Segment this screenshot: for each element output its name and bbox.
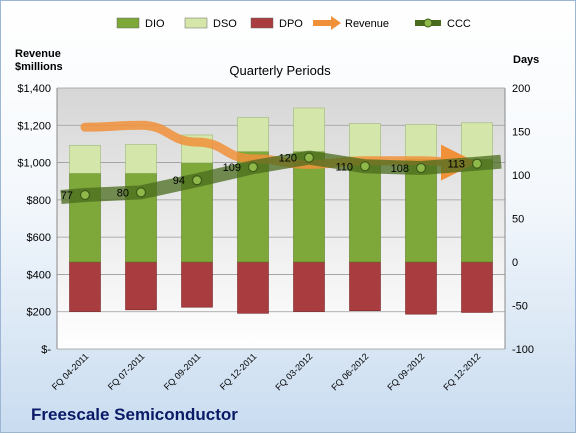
x-tick-label: FQ 09-2011 [162, 351, 203, 392]
dso-bar [69, 145, 101, 174]
ccc-data-label: 109 [223, 162, 241, 174]
legend-label: DPO [279, 18, 303, 30]
ccc-point [135, 187, 147, 198]
dpo-bar [181, 261, 213, 308]
ccc-data-label: 120 [279, 153, 297, 165]
right-axis-ticks: -100 -50 0 50 100 150 200 [512, 83, 534, 356]
left-axis-label-line1: Revenue [15, 48, 61, 60]
dio-bar [461, 159, 493, 263]
dso-bar [125, 144, 157, 174]
right-tick-label: -100 [512, 344, 534, 356]
dpo-bar [349, 261, 381, 312]
dso-bar [237, 117, 269, 152]
left-tick-label: $- [41, 344, 51, 356]
dso-bar [405, 124, 437, 160]
x-tick-label: FQ 09-2012 [385, 351, 426, 392]
ccc-point [471, 158, 483, 169]
left-tick-label: $600 [27, 232, 51, 244]
ccc-series: 77 80 94 109 120 110 108 113 [60, 150, 502, 204]
right-axis-label: Days [513, 54, 539, 66]
ccc-data-label: 77 [61, 190, 73, 202]
ccc-point [247, 162, 259, 173]
dio-bar [405, 159, 437, 263]
left-tick-label: $200 [27, 307, 51, 319]
bars [69, 107, 493, 315]
legend-label: Revenue [345, 18, 389, 30]
dpo-bar [69, 261, 101, 312]
x-tick-label: FQ 04-2011 [50, 351, 91, 392]
dpo-bar [293, 261, 325, 312]
company-name: Freescale Semiconductor [31, 405, 238, 424]
left-tick-label: $800 [27, 195, 51, 207]
left-tick-label: $1,400 [17, 83, 51, 95]
ccc-point [415, 162, 427, 174]
ccc-point [359, 161, 371, 172]
dso-bar [349, 123, 381, 160]
legend-label: CCC [447, 18, 471, 30]
dso-bar [293, 107, 325, 152]
x-tick-label: FQ 07-2011 [106, 351, 147, 392]
x-axis-ticks: FQ 04-2011 FQ 07-2011 FQ 09-2011 FQ 12-2011… [50, 351, 483, 392]
legend-swatch-arrow [331, 16, 341, 30]
ccc-point [303, 152, 315, 163]
right-tick-label: 50 [512, 214, 524, 226]
right-tick-label: 0 [512, 257, 518, 269]
left-tick-label: $400 [27, 269, 51, 281]
ccc-data-label: 108 [391, 163, 409, 175]
legend-label: DSO [213, 18, 237, 30]
ccc-line [60, 150, 502, 204]
legend-swatch [250, 17, 274, 29]
ccc-data-label: 94 [173, 175, 185, 187]
dso-bar [461, 122, 493, 160]
ccc-data-label: 113 [447, 159, 465, 171]
left-axis-label-line2: $millions [15, 61, 63, 73]
chart-title: Quarterly Periods [229, 63, 331, 78]
dpo-bar [125, 261, 157, 311]
x-tick-label: FQ 12-2012 [441, 351, 482, 392]
left-tick-label: $1,200 [17, 120, 51, 132]
legend-swatch [184, 17, 208, 29]
dpo-bar [237, 261, 269, 314]
legend-swatch-marker [423, 18, 433, 28]
right-tick-label: 150 [512, 127, 530, 139]
ccc-data-label: 110 [335, 161, 353, 173]
ccc-point [79, 189, 91, 201]
dio-bar [69, 172, 101, 263]
x-tick-label: FQ 06-2012 [329, 351, 370, 392]
dpo-bar [405, 261, 437, 315]
legend-swatch [116, 17, 140, 29]
x-tick-label: FQ 03-2012 [273, 351, 314, 392]
left-axis-ticks: $- $200 $400 $600 $800 $1,000 $1,200 $1,400 [17, 83, 51, 356]
ccc-point [191, 175, 203, 186]
legend-label: DIO [145, 18, 165, 30]
dio-bar [293, 151, 325, 263]
legend: DIO DSO DPO Revenue CCC [116, 16, 471, 30]
left-tick-label: $1,000 [17, 158, 51, 170]
right-tick-label: 200 [512, 83, 530, 95]
dio-bar [349, 159, 381, 263]
dpo-bar [461, 261, 493, 313]
right-tick-label: 100 [512, 170, 530, 182]
right-tick-label: -50 [512, 301, 528, 313]
ccc-data-label: 80 [117, 187, 129, 199]
x-tick-label: FQ 12-2011 [218, 351, 259, 392]
